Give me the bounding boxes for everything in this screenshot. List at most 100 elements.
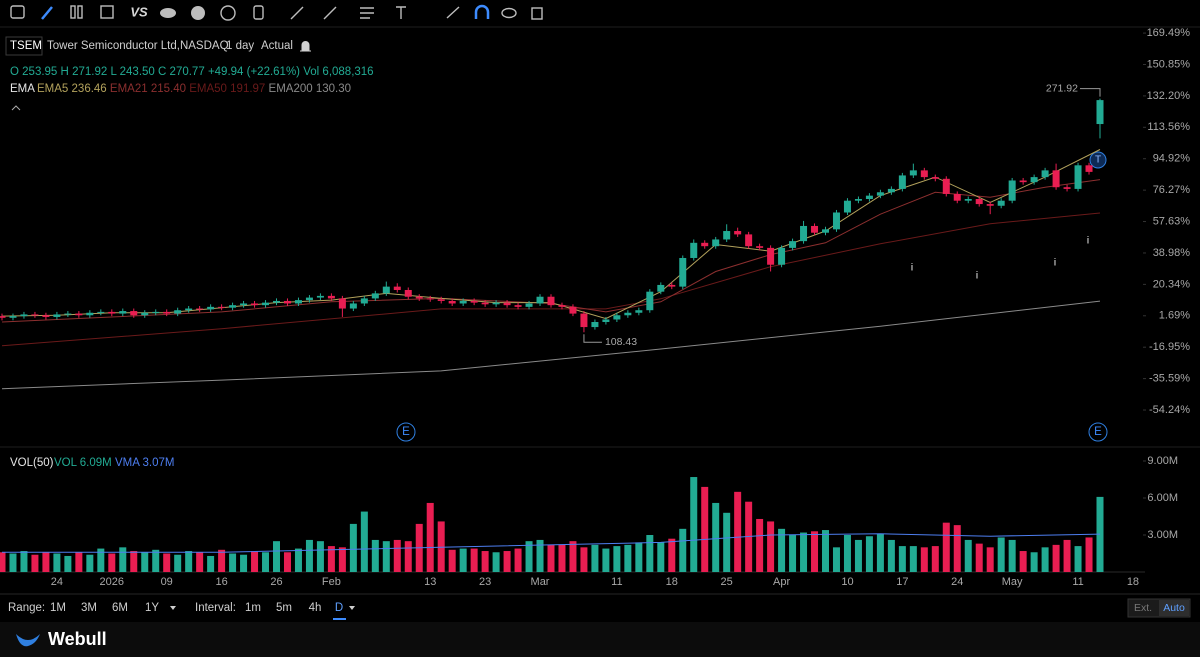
- interval-button[interactable]: 1m: [245, 602, 261, 614]
- candle-body: [668, 284, 676, 287]
- volume-bar: [547, 544, 555, 572]
- tool-icon[interactable]: [396, 6, 406, 19]
- tool-icon[interactable]: [10, 5, 25, 19]
- today-label[interactable]: T: [1095, 155, 1101, 166]
- range-button[interactable]: 3M: [81, 602, 97, 614]
- tool-icon[interactable]: [77, 5, 83, 19]
- info-marker[interactable]: i: [1087, 236, 1089, 247]
- interval-button[interactable]: 5m: [276, 602, 292, 614]
- candle-body: [822, 229, 829, 233]
- volume-bar: [448, 549, 456, 572]
- quote-label: O: [10, 66, 19, 78]
- y-tick-label: 76.27%: [1153, 184, 1191, 196]
- candle-body: [536, 296, 544, 304]
- dropdown-icon[interactable]: [349, 606, 355, 610]
- quote-value: 243.50: [120, 66, 155, 78]
- today-marker[interactable]: [1089, 151, 1107, 169]
- alert-icon[interactable]: [300, 41, 311, 52]
- volume-bar: [371, 539, 379, 572]
- symbol[interactable]: TSEM: [10, 40, 42, 52]
- dropdown-icon[interactable]: [170, 606, 176, 610]
- tool-icon[interactable]: [446, 6, 460, 19]
- tool-icon[interactable]: [323, 6, 337, 20]
- earnings-label[interactable]: E: [402, 426, 410, 438]
- ext-button[interactable]: Ext.: [1134, 602, 1152, 614]
- earnings-label[interactable]: E: [1094, 426, 1102, 438]
- candle-body: [800, 225, 808, 242]
- tool-icon[interactable]: [191, 6, 205, 20]
- x-tick-label: 26: [270, 576, 282, 588]
- candle-body: [86, 312, 94, 316]
- y-tick-label: 113.56%: [1147, 121, 1190, 133]
- volume-bar: [218, 549, 226, 572]
- volume-bar: [942, 522, 950, 572]
- interval-button[interactable]: 4h: [309, 602, 322, 614]
- tool-icon[interactable]: [70, 5, 76, 19]
- tool-icon[interactable]: [531, 7, 543, 20]
- volume-bar: [712, 502, 720, 572]
- candle-body: [569, 306, 577, 314]
- tool-icon[interactable]: [474, 4, 490, 19]
- toolbar: VS: [10, 4, 543, 21]
- tool-icon[interactable]: [160, 8, 176, 18]
- ema-value: 130.30: [316, 83, 351, 95]
- volume-bar: [602, 548, 610, 572]
- tool-icon[interactable]: [100, 5, 114, 19]
- annotation-line: [1080, 88, 1101, 97]
- info-marker[interactable]: i: [1054, 258, 1056, 269]
- y-tick-label: 169.49%: [1147, 27, 1191, 39]
- candle-body: [635, 310, 643, 313]
- tool-icon[interactable]: [360, 7, 374, 19]
- tool-icon[interactable]: [253, 5, 264, 20]
- x-tick-label: 13: [424, 576, 436, 588]
- company-name: Tower Semiconductor Ltd,NASDAQ: [47, 40, 229, 52]
- tool-icon[interactable]: [501, 7, 517, 19]
- range-button[interactable]: 1M: [50, 602, 66, 614]
- candle-body: [701, 242, 709, 247]
- info-marker[interactable]: i: [911, 263, 913, 274]
- ema-value: 215.40: [151, 83, 186, 95]
- volume-bar: [174, 554, 182, 572]
- volume-bar: [898, 546, 906, 572]
- candle-body: [778, 247, 786, 265]
- price-mode[interactable]: Actual: [261, 40, 293, 52]
- volume-bar: [327, 546, 335, 572]
- candle-body: [789, 241, 797, 248]
- auto-button[interactable]: Auto: [1163, 602, 1185, 614]
- candle-body: [1096, 100, 1104, 125]
- earnings-marker[interactable]: [1088, 422, 1108, 442]
- tool-compare[interactable]: VS: [130, 4, 148, 19]
- volume-bar: [404, 541, 412, 572]
- candle-body: [602, 319, 610, 323]
- volume-bar: [613, 546, 621, 572]
- quote-label: L: [110, 66, 117, 78]
- tool-icon[interactable]: [290, 6, 304, 20]
- range-button[interactable]: 6M: [112, 602, 128, 614]
- quote-value: 6,088,316: [322, 66, 373, 78]
- volume-bar: [470, 548, 478, 572]
- candle-body: [1041, 170, 1049, 178]
- volume-bar: [920, 547, 928, 572]
- candle-body: [20, 314, 28, 317]
- tool-icon[interactable]: [220, 5, 236, 21]
- interval[interactable]: 1 day: [226, 40, 254, 52]
- candle-body: [163, 311, 171, 314]
- volume-bar: [283, 552, 291, 572]
- candle-body: [119, 311, 127, 314]
- x-tick-label: 11: [1072, 576, 1083, 588]
- x-tick-label: 24: [51, 576, 63, 588]
- candle-body: [964, 199, 972, 201]
- range-button[interactable]: 1Y: [145, 602, 159, 614]
- interval-button[interactable]: D: [335, 602, 343, 614]
- x-tick-label: Mar: [531, 576, 550, 588]
- volume-bar: [1030, 552, 1038, 572]
- volume-bar: [97, 548, 105, 572]
- collapse-icon[interactable]: [11, 105, 21, 111]
- candle-body: [9, 316, 17, 318]
- volume-bar: [492, 552, 500, 572]
- info-marker[interactable]: i: [976, 271, 978, 282]
- earnings-marker[interactable]: [396, 422, 416, 442]
- candle-body: [942, 178, 950, 194]
- tool-icon[interactable]: [41, 6, 53, 20]
